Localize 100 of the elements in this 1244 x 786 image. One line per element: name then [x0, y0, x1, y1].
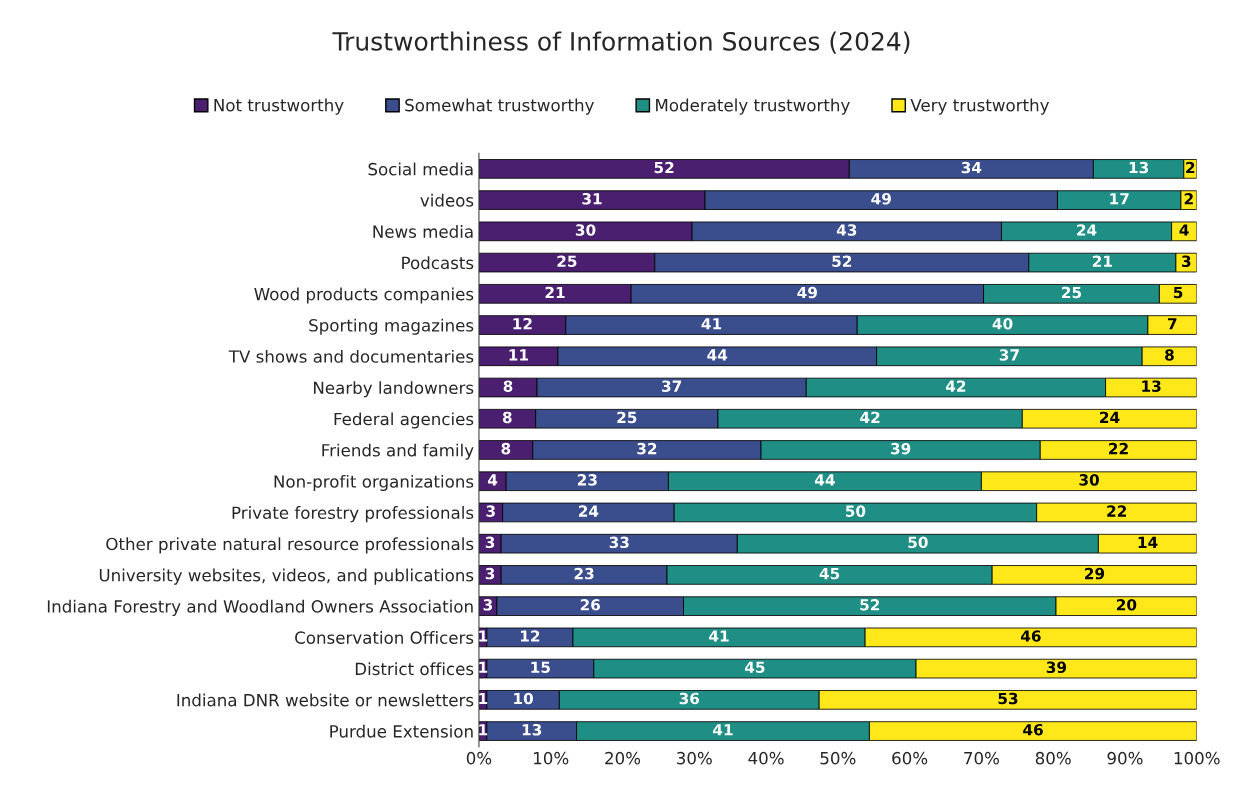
- y-tick-label: District offices: [355, 662, 474, 676]
- data-label: 26: [580, 599, 601, 611]
- data-label: 50: [908, 536, 928, 549]
- data-label: 23: [577, 474, 597, 486]
- data-label: 49: [871, 193, 891, 205]
- data-label: 8: [503, 380, 513, 392]
- data-label: 42: [945, 380, 966, 392]
- y-tick-label: videos: [420, 193, 474, 207]
- data-label: 37: [662, 380, 682, 392]
- data-label: 45: [744, 661, 765, 674]
- y-tick-label: Federal agencies: [334, 412, 474, 429]
- data-label: 24: [578, 505, 599, 517]
- y-tick-label: University websites, videos, and publications: [99, 568, 474, 585]
- x-tick-label: 70%: [964, 751, 999, 765]
- x-tick-label: 50%: [820, 751, 856, 765]
- data-label: 36: [679, 692, 700, 705]
- data-label: 13: [1129, 161, 1148, 174]
- x-tick-label: 90%: [1107, 751, 1143, 765]
- y-tick-label: Purdue Extension: [330, 724, 473, 738]
- data-label: 42: [860, 411, 880, 423]
- data-label: 21: [545, 286, 565, 299]
- data-label: 14: [1138, 536, 1158, 548]
- y-tick-label: Podcasts: [402, 256, 474, 270]
- data-label: 39: [891, 442, 911, 455]
- data-label: 11: [509, 349, 528, 361]
- data-label: 52: [832, 255, 852, 268]
- data-label: 1: [479, 630, 488, 642]
- data-label: 46: [1020, 630, 1041, 642]
- data-label: 41: [709, 630, 729, 642]
- y-tick-label: Non-profit organizations: [274, 474, 474, 492]
- x-tick-label: 20%: [605, 751, 641, 765]
- y-tick-label: Wood products companies: [254, 287, 474, 304]
- data-label: 30: [575, 224, 596, 236]
- x-tick-label: 30%: [677, 751, 712, 765]
- data-label: 1: [479, 661, 488, 673]
- data-label: 50: [845, 505, 866, 517]
- data-label: 22: [1109, 442, 1128, 455]
- data-label: 44: [814, 474, 835, 486]
- data-label: 10: [514, 692, 533, 705]
- data-label: 21: [1092, 255, 1112, 267]
- x-tick-label: 40%: [748, 751, 784, 765]
- y-tick-label: Indiana Forestry and Woodland Owners Association: [47, 599, 473, 616]
- data-label: 33: [609, 536, 629, 549]
- data-label: 25: [617, 411, 637, 424]
- data-label: 4: [1179, 224, 1189, 236]
- data-label: 24: [1100, 411, 1120, 423]
- data-label: 1: [479, 724, 488, 736]
- data-label: 41: [713, 724, 733, 736]
- data-label: 13: [1142, 380, 1161, 392]
- data-label: 30: [1079, 474, 1099, 486]
- legend-label: Somewhat trustworthy: [405, 98, 594, 115]
- x-tick-label: 100%: [1174, 751, 1220, 765]
- data-label: 31: [582, 193, 602, 205]
- data-label: 20: [1116, 599, 1137, 611]
- chart-title: Trustworthiness of Information Sources (2024): [332, 31, 910, 54]
- y-tick-label: Other private natural resource professionals: [106, 537, 474, 554]
- data-label: 46: [1023, 723, 1043, 736]
- data-label: 37: [999, 349, 1019, 361]
- x-tick-label: 80%: [1035, 751, 1071, 765]
- data-label: 39: [1046, 661, 1067, 674]
- data-label: 40: [992, 317, 1013, 330]
- data-label: 24: [1077, 224, 1097, 236]
- data-label: 29: [1085, 567, 1105, 580]
- legend-label: Not trustworthy: [214, 98, 344, 115]
- x-tick-label: 60%: [892, 751, 928, 765]
- y-tick-label: Conservation Officers: [295, 631, 474, 644]
- data-label: 52: [654, 161, 674, 174]
- data-label: 15: [531, 661, 550, 674]
- data-label: 22: [1107, 505, 1126, 517]
- data-label: 41: [701, 318, 722, 330]
- y-tick-label: Sporting magazines: [309, 318, 474, 335]
- y-tick-label: TV shows and documentaries: [228, 349, 474, 363]
- data-label: 43: [836, 224, 857, 236]
- data-label: 45: [819, 567, 840, 580]
- data-label: 53: [998, 692, 1018, 705]
- data-label: 3: [1182, 255, 1191, 268]
- data-label: 2: [1184, 193, 1193, 205]
- data-label: 5: [1173, 286, 1183, 299]
- data-label: 12: [521, 630, 540, 642]
- data-label: 3: [486, 505, 495, 517]
- y-tick-label: Indiana DNR website or newsletters: [177, 693, 474, 707]
- x-tick-label: 0%: [466, 751, 492, 765]
- data-label: 44: [707, 349, 728, 361]
- data-label: 25: [1062, 286, 1082, 299]
- y-tick-label: Nearby landowners: [314, 381, 474, 398]
- data-label: 49: [797, 286, 817, 299]
- data-label: 7: [1168, 318, 1177, 330]
- data-label: 17: [1110, 193, 1129, 205]
- data-label: 52: [860, 599, 880, 611]
- data-label: 3: [485, 536, 495, 549]
- data-label: 8: [502, 411, 512, 424]
- data-label: 4: [487, 474, 498, 486]
- data-label: 23: [574, 567, 594, 580]
- data-label: 13: [522, 723, 542, 736]
- data-label: 2: [1186, 161, 1195, 174]
- legend-label: Moderately trustworthy: [656, 98, 850, 115]
- data-label: 12: [513, 317, 532, 330]
- data-label: 34: [961, 161, 982, 174]
- y-tick-label: Private forestry professionals: [232, 506, 474, 523]
- data-label: 1: [479, 692, 488, 705]
